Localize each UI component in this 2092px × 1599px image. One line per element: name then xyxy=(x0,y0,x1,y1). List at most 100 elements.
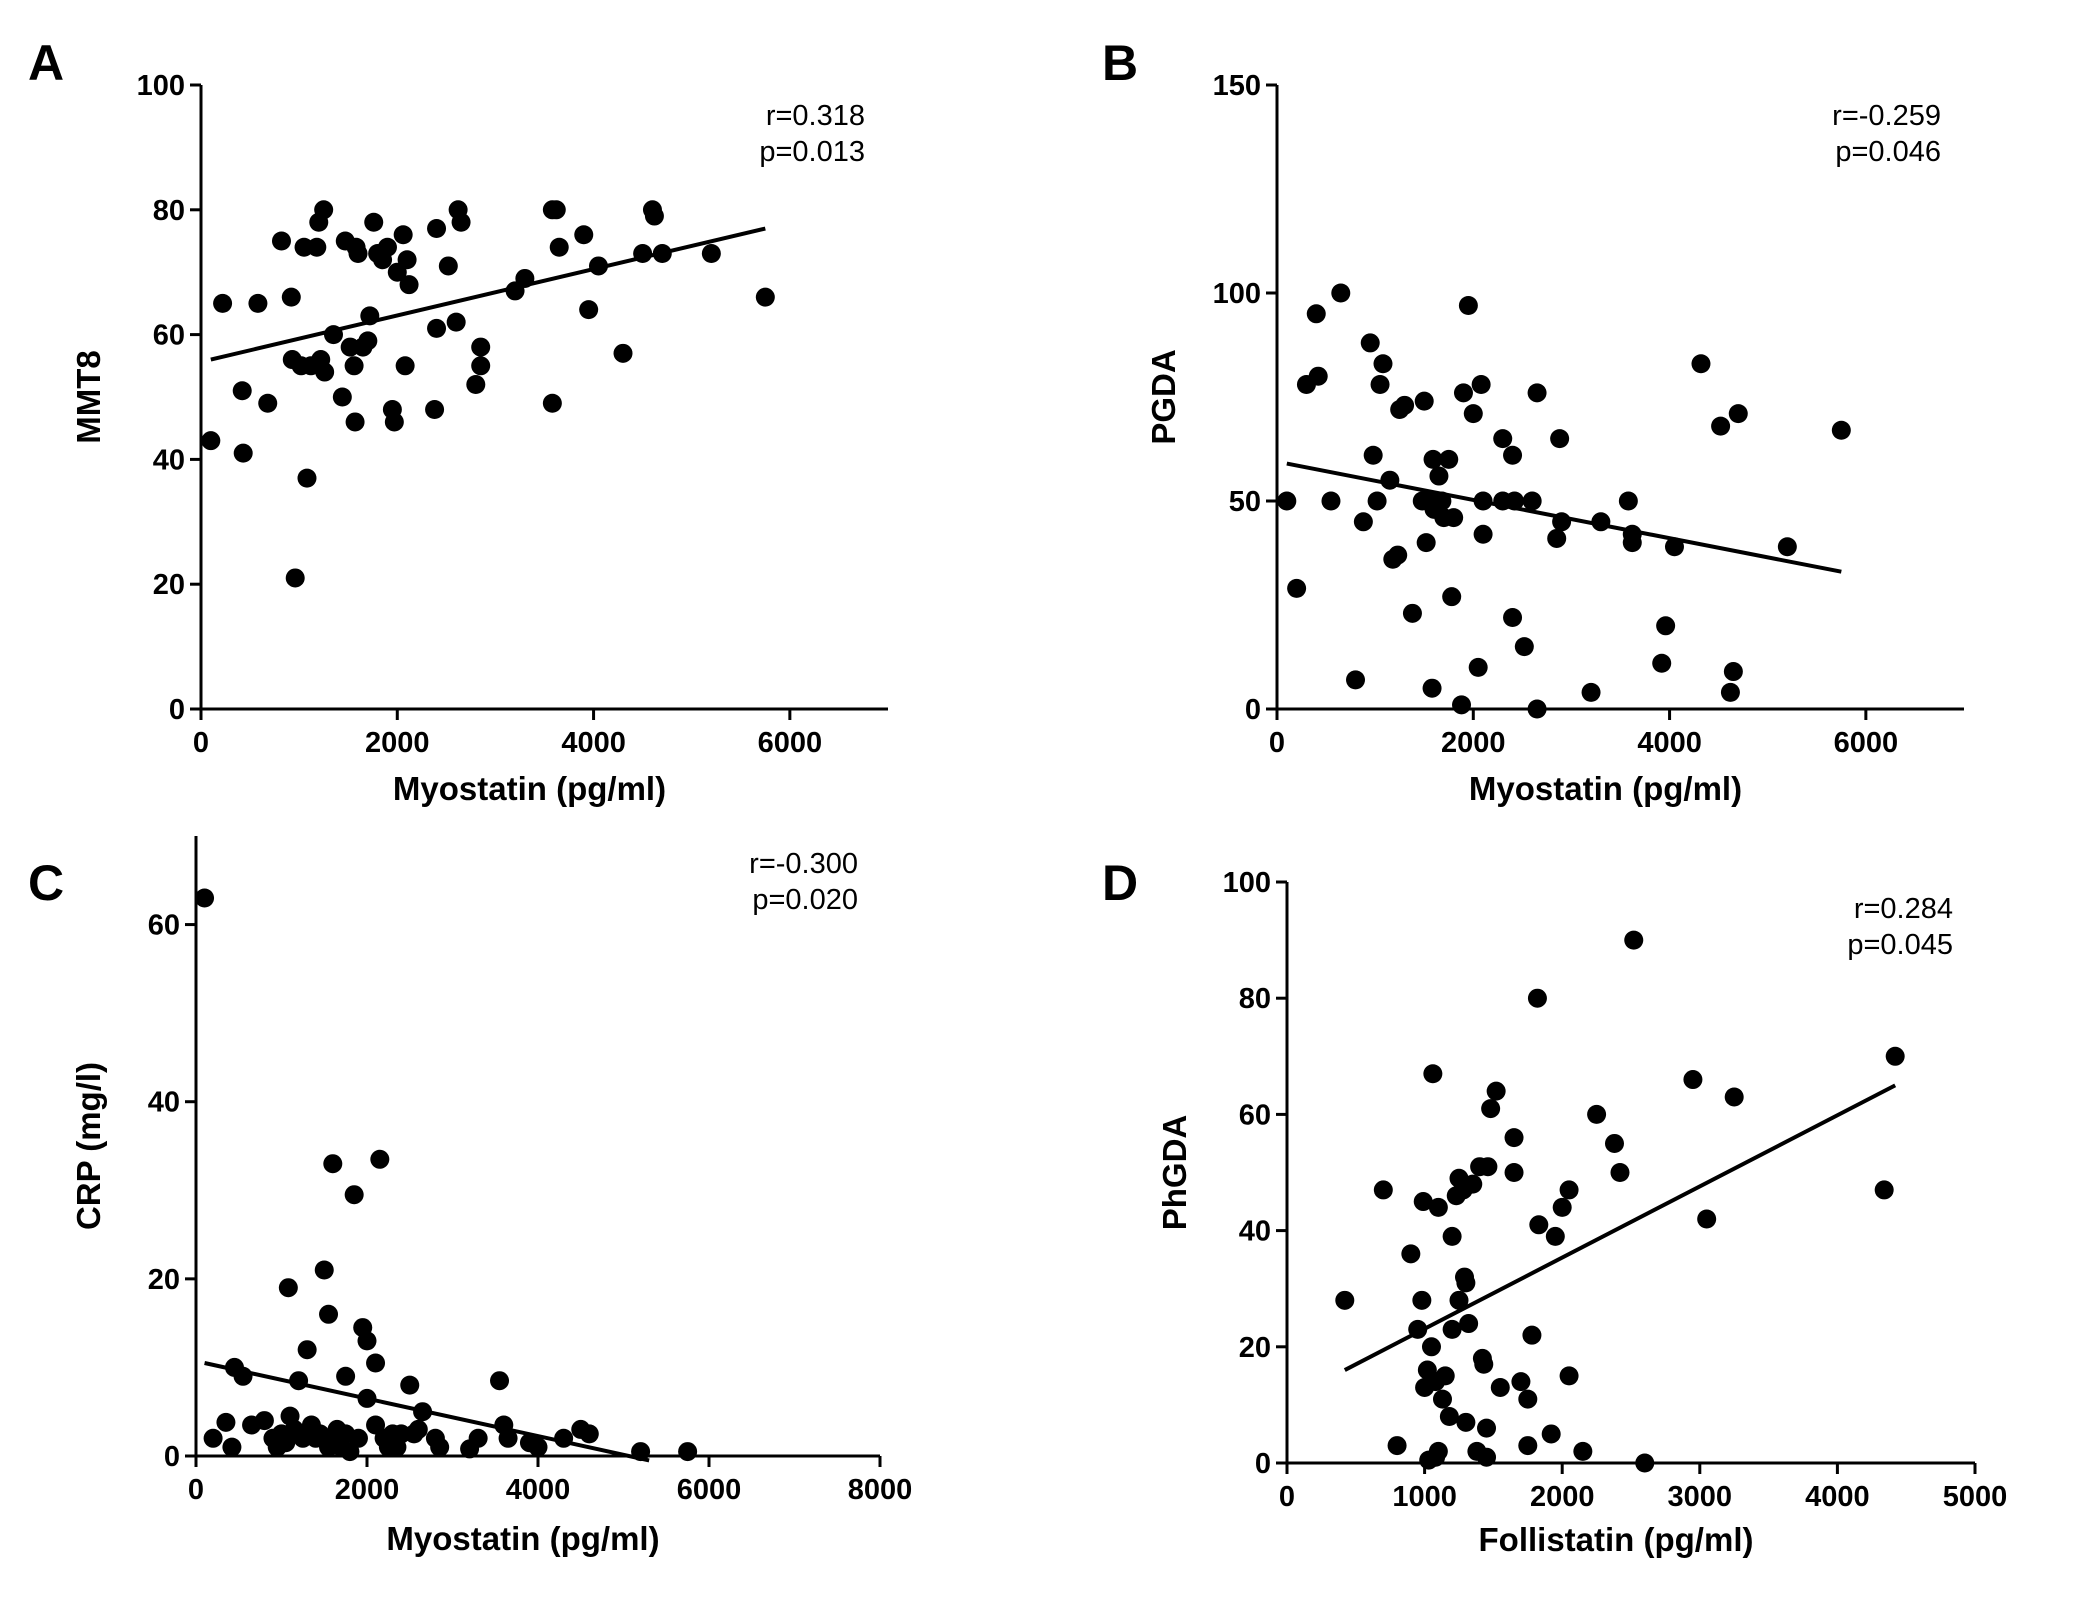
panel-d-data-point xyxy=(1587,1104,1607,1124)
panel-b-y-tick-label: 0 xyxy=(1245,694,1261,726)
panel-c: C 0 2000 4000 6000 8000 0 20 40 60 Myostatin (pg… xyxy=(28,836,912,1557)
panel-b-data-point xyxy=(1503,445,1523,465)
panel-b-data-point xyxy=(1346,670,1366,690)
panel-c-data-point xyxy=(528,1437,548,1457)
panel-d-data-point xyxy=(1435,1366,1455,1386)
panel-b-data-point xyxy=(1473,491,1493,511)
panel-d-y-axis-title: PhGDA xyxy=(1156,1115,1193,1231)
panel-c-data-point xyxy=(297,1340,317,1360)
panel-a-data-point xyxy=(451,212,471,232)
panel-b-data-point xyxy=(1503,607,1523,627)
panel-b-data-point xyxy=(1444,508,1464,528)
panel-c-data-point xyxy=(278,1278,298,1298)
panel-b-data-point xyxy=(1353,512,1373,532)
panel-a-data-point xyxy=(377,237,397,257)
panel-a-data-point xyxy=(315,362,335,382)
panel-b-data-point xyxy=(1527,383,1547,403)
panel-d-data-point xyxy=(1874,1180,1894,1200)
panel-d-data-point xyxy=(1408,1319,1428,1339)
panel-c-data-point xyxy=(319,1304,339,1324)
panel-c-x-tick-label: 2000 xyxy=(335,1474,400,1506)
panel-a-data-point xyxy=(285,568,305,588)
panel-a-y-tick-label: 40 xyxy=(153,444,185,476)
panel-d-data-point xyxy=(1474,1354,1494,1374)
panel-a-data-point xyxy=(588,256,608,276)
panel-a-data-point xyxy=(466,375,486,395)
panel-b-data-point xyxy=(1711,416,1731,436)
panel-d-data-point xyxy=(1387,1436,1407,1456)
panel-a-x-tick-label: 2000 xyxy=(365,727,430,759)
panel-c-x-tick-label: 6000 xyxy=(677,1474,742,1506)
panel-letter-b: B xyxy=(1102,35,1138,91)
panel-a-data-point xyxy=(755,287,775,307)
panel-b-data-point xyxy=(1463,404,1483,424)
panel-letter-a: A xyxy=(28,35,64,91)
panel-c-data-point xyxy=(357,1388,377,1408)
panel-c-data-point xyxy=(323,1154,343,1174)
panel-d-data-point xyxy=(1504,1163,1524,1182)
panel-c-y-tick-label: 20 xyxy=(148,1264,180,1296)
panel-a-data-point xyxy=(393,225,413,245)
panel-c-data-point xyxy=(678,1442,698,1462)
panel-a-data-point xyxy=(395,356,415,376)
panel-b-data-point xyxy=(1414,391,1434,411)
panel-b-data-point xyxy=(1439,449,1459,469)
panel-a-data-point xyxy=(281,287,301,307)
panel-d-data-point xyxy=(1518,1436,1538,1456)
panel-b-data-point xyxy=(1321,491,1341,511)
panel-a-y-tick-label: 0 xyxy=(169,694,185,726)
panel-a-points xyxy=(201,200,775,588)
panel-b-data-point xyxy=(1552,512,1572,532)
panel-a-data-point xyxy=(314,200,334,220)
panel-d-data-point xyxy=(1511,1372,1531,1392)
panel-b-data-point xyxy=(1522,491,1542,511)
panel-a-x-tick-label: 6000 xyxy=(758,727,823,759)
panel-c-data-point xyxy=(254,1411,274,1431)
panel-a-data-point xyxy=(549,237,569,257)
panel-d-data-point xyxy=(1442,1319,1462,1339)
panel-a-data-point xyxy=(358,331,378,351)
panel-d-data-point xyxy=(1463,1174,1483,1194)
panel-d-data-point xyxy=(1459,1314,1479,1334)
panel-a-data-point xyxy=(345,412,365,432)
panel-b-data-point xyxy=(1691,354,1711,374)
panel-d-ticks: 0 1000 2000 3000 4000 5000 0 20 40 60 80 100 xyxy=(1223,867,2008,1513)
panel-a-x-tick-label: 4000 xyxy=(561,727,626,759)
panel-d-data-point xyxy=(1335,1290,1355,1310)
panel-b-x-tick-label: 6000 xyxy=(1834,727,1899,759)
panel-d-data-point xyxy=(1490,1377,1510,1397)
panel-b-data-point xyxy=(1363,445,1383,465)
panel-a-data-point xyxy=(542,393,562,413)
panel-b-x-axis-title: Myostatin (pg/ml) xyxy=(1469,770,1742,807)
panel-d-regression-line xyxy=(1343,1083,1897,1372)
panel-d-y-tick-label: 40 xyxy=(1239,1216,1271,1248)
panel-c-x-tick-label: 8000 xyxy=(848,1474,913,1506)
panel-b-data-point xyxy=(1308,366,1328,386)
panel-d-data-point xyxy=(1481,1099,1501,1119)
panel-a-data-point xyxy=(271,231,291,251)
panel-a-data-point xyxy=(233,443,253,463)
panel-b-data-point xyxy=(1728,404,1748,424)
panel-b-data-point xyxy=(1402,603,1422,623)
panel-d-data-point xyxy=(1624,930,1644,950)
panel-b-data-point xyxy=(1429,466,1449,486)
panel-d-data-point xyxy=(1456,1412,1476,1432)
panel-b-data-point xyxy=(1664,537,1684,557)
panel-a-data-point xyxy=(297,468,317,488)
panel-letter-d: D xyxy=(1102,855,1138,911)
panel-a-r-value: r=0.318 xyxy=(766,100,865,132)
panel-b-data-point xyxy=(1442,587,1462,607)
panel-b-data-point xyxy=(1360,333,1380,353)
panel-b-y-tick-label: 50 xyxy=(1229,486,1261,518)
panel-a-data-point xyxy=(201,431,221,451)
panel-b-data-point xyxy=(1331,283,1351,303)
panel-c-data-point xyxy=(631,1442,651,1462)
panel-d-data-point xyxy=(1527,988,1547,1008)
panel-b-p-value: p=0.046 xyxy=(1835,136,1941,168)
panel-d-data-point xyxy=(1439,1407,1459,1427)
panel-a-data-point xyxy=(652,243,672,263)
panel-d-y-tick-label: 100 xyxy=(1223,867,1271,899)
panel-d-data-point xyxy=(1545,1226,1565,1246)
panel-d-data-point xyxy=(1504,1128,1524,1148)
panel-a-data-point xyxy=(644,206,664,226)
